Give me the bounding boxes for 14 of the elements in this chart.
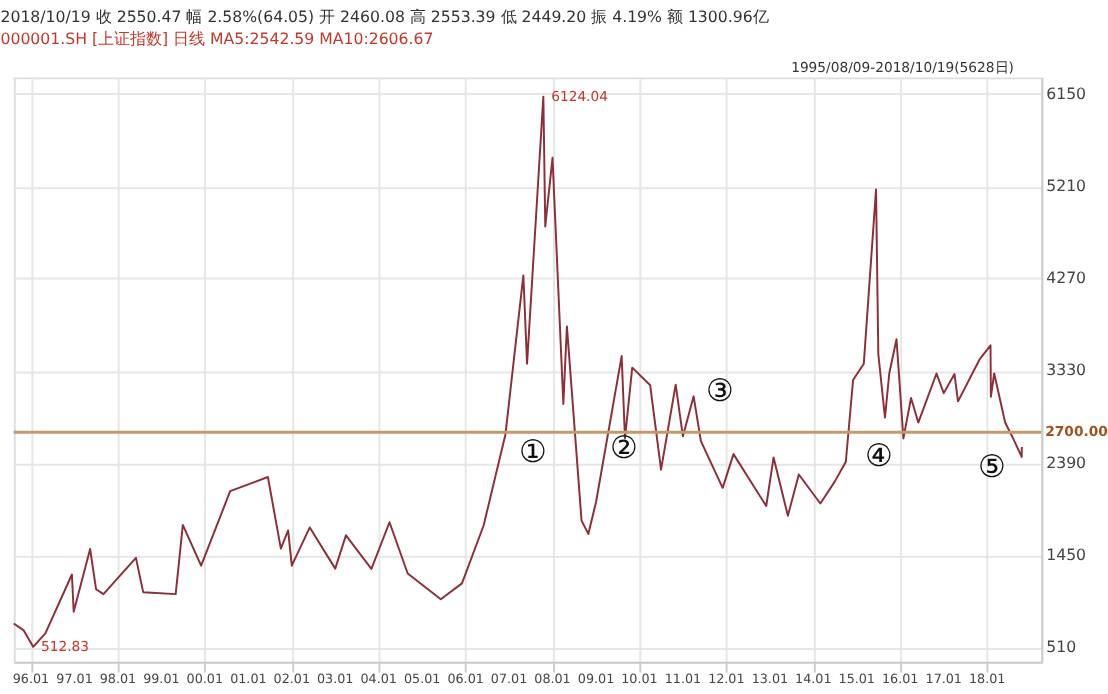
annotation: ① <box>519 431 548 470</box>
annotation: ② <box>609 427 638 466</box>
y-tick-label: 3330 <box>1046 361 1087 380</box>
y-tick-label: 4270 <box>1046 269 1087 288</box>
y-tick-label: 6150 <box>1046 84 1087 103</box>
chart-subtitle: 000001.SH [上证指数] 日线 MA5:2542.59 MA10:2606.67 <box>0 30 434 49</box>
y-tick-label: 1450 <box>1046 545 1087 564</box>
y-tick-label: 5210 <box>1046 177 1087 196</box>
annotation: ③ <box>705 370 734 409</box>
chart-title: 2018/10/19 收 2550.47 幅 2.58%(64.05) 开 2460.08 高 2553.39 低 2449.20 振 4.19% 额 1300.96亿 <box>0 8 769 27</box>
annotation: ⑤ <box>978 447 1007 486</box>
annotation: ④ <box>864 435 893 474</box>
y-tick-label: 510 <box>1046 637 1077 656</box>
y-tick-label: 2390 <box>1046 453 1087 472</box>
